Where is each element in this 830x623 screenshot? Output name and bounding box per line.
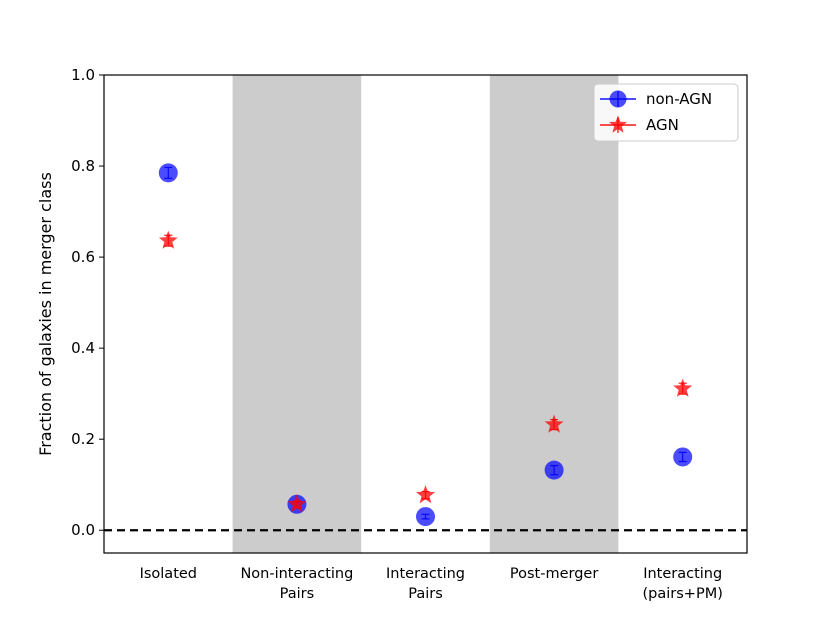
y-tick-label: 0.2	[71, 430, 95, 448]
x-tick-label: Interacting Pairs	[386, 566, 465, 602]
x-tick-label: Interacting (pairs+PM)	[643, 566, 723, 602]
agn-point	[673, 378, 693, 397]
shaded-band	[232, 75, 362, 553]
y-tick-label: 0.6	[71, 248, 95, 266]
agn-point	[544, 414, 564, 433]
legend-label: AGN	[646, 116, 679, 134]
agn-point	[415, 485, 436, 504]
agn-point	[287, 494, 307, 513]
agn-point	[158, 230, 178, 249]
data-points	[158, 163, 693, 527]
non-agn-point	[158, 163, 178, 183]
x-tick-label: Isolated	[140, 566, 197, 582]
legend-label: non-AGN	[646, 90, 712, 108]
non-agn-point	[544, 460, 564, 480]
y-tick-label: 0.4	[71, 339, 95, 357]
y-tick-label: 0.0	[71, 521, 95, 539]
legend-entry: AGN	[600, 115, 679, 134]
y-tick-label: 0.8	[71, 157, 95, 175]
legend: non-AGN AGN	[593, 83, 739, 142]
shaded-band	[489, 75, 619, 553]
legend-entry: non-AGN	[600, 90, 712, 108]
y-tick-label: 1.0	[71, 66, 95, 84]
plot-frame	[103, 74, 748, 554]
y-axis: 0.0 0.2 0.4 0.6 0.8 1.0	[71, 66, 104, 539]
shaded-bands	[232, 75, 619, 553]
non-agn-point	[673, 447, 693, 467]
y-axis-label: Fraction of galaxies in merger class	[36, 172, 55, 456]
x-axis: Isolated Non-interacting Pairs Interacting P…	[140, 566, 723, 602]
x-tick-label: Post-merger	[510, 566, 598, 582]
x-tick-label: Non-interacting Pairs	[240, 566, 353, 602]
non-agn-point	[416, 507, 435, 527]
